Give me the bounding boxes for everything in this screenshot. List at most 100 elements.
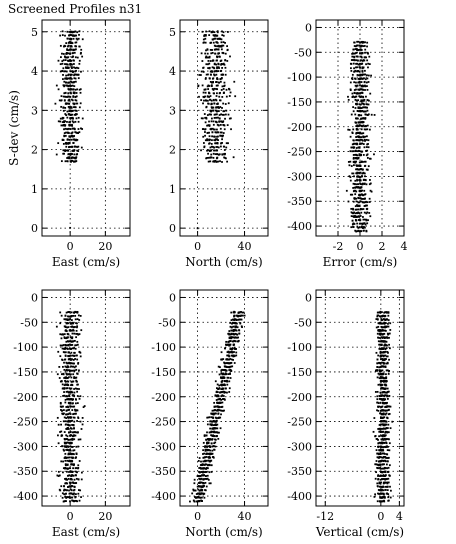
data-point [63,149,66,152]
data-point [369,179,371,181]
data-point [218,120,221,123]
data-point [384,358,387,360]
data-point [66,369,69,372]
data-point [230,370,233,372]
data-point [75,409,78,412]
data-point [354,205,357,208]
data-point [67,92,70,95]
data-point [355,132,358,134]
data-point [215,34,218,37]
data-point [385,311,388,314]
data-point [74,45,77,48]
data-point [353,198,356,200]
data-point [227,376,230,379]
data-point [383,459,386,462]
data-point [214,380,217,383]
data-point [354,212,357,215]
data-point [66,405,69,408]
data-point [359,73,362,76]
data-point [357,59,359,62]
data-point [377,314,380,317]
y-tick-label: 0 [305,291,312,304]
data-point [68,355,71,357]
data-point [196,227,199,230]
data-point [67,311,70,314]
data-point [380,456,383,459]
data-point [223,373,226,376]
y-tick-label: 1 [169,183,176,196]
data-point [76,471,78,474]
data-point [209,427,212,430]
data-point [366,157,369,159]
data-point [74,56,77,59]
data-point [60,423,62,426]
data-point [217,124,220,127]
data-point [209,449,212,452]
data-point [206,139,209,142]
data-point [232,321,234,324]
data-point [353,55,355,58]
data-point [355,168,357,171]
data-point [211,430,214,433]
data-point [209,431,212,434]
data-point [62,139,65,141]
data-point [63,92,66,95]
data-point [56,373,59,376]
data-point [198,467,201,469]
data-point [70,405,73,408]
data-point [65,149,68,152]
data-point [73,66,75,69]
data-point [206,99,209,102]
data-point [224,117,226,120]
data-point [382,423,385,426]
data-point [366,208,368,211]
data-point [211,445,214,448]
data-point [362,229,365,232]
data-point [64,482,67,485]
data-point [359,88,362,91]
data-point [76,402,79,405]
data-point [214,113,217,116]
data-point [73,488,76,491]
data-point [210,431,213,434]
data-point [65,318,67,321]
data-point [363,201,366,204]
data-point [67,376,70,379]
data-point [382,347,384,350]
data-point [379,463,382,466]
data-point [211,424,213,427]
data-point [75,431,78,434]
data-point [377,446,380,448]
data-point [359,84,361,87]
data-point [213,37,216,40]
data-point [351,150,354,153]
data-point [215,390,218,393]
data-point [212,120,215,123]
data-point [207,464,210,466]
data-point [216,401,218,404]
data-point [232,332,235,335]
data-point [362,99,365,102]
data-point [206,156,209,159]
data-point [204,41,207,44]
data-point [73,351,76,354]
data-point [77,120,80,123]
data-point [215,142,217,145]
data-point [73,153,76,156]
data-point [201,500,203,502]
data-point [73,416,76,419]
data-point [69,343,71,346]
data-point [62,152,65,155]
data-point [374,493,377,496]
data-point [217,417,220,419]
data-point [70,456,73,459]
data-point [386,362,389,365]
data-point [205,106,208,109]
data-point [212,106,215,109]
y-tick-label: -250 [287,416,312,429]
data-point [214,438,217,441]
data-point [61,30,64,33]
data-point [64,355,67,357]
data-point [379,431,382,434]
data-point [378,485,381,488]
